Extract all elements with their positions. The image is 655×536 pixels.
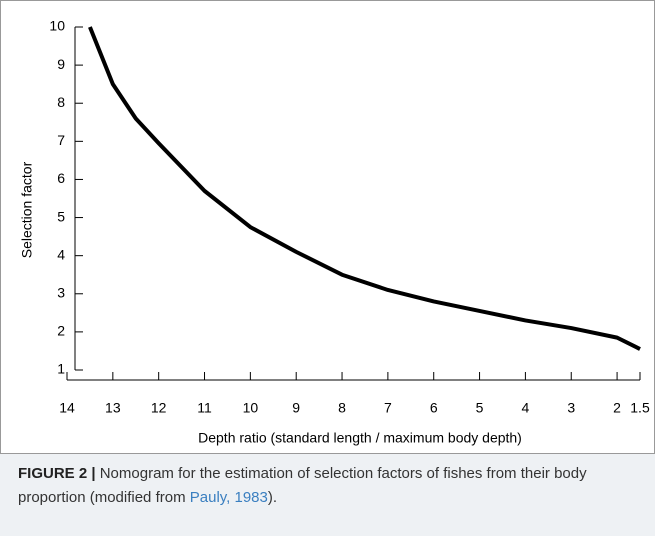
y-tick-label: 8 — [57, 94, 65, 110]
x-tick-label: 13 — [105, 400, 121, 416]
x-tick-label: 3 — [567, 400, 575, 416]
caption-label: FIGURE 2 | — [18, 465, 96, 482]
y-tick-label: 9 — [57, 56, 65, 72]
y-axis-label: Selection factor — [19, 161, 35, 258]
y-tick-label: 4 — [57, 246, 65, 262]
x-tick-label: 11 — [197, 400, 212, 416]
x-tick-label: 10 — [243, 400, 259, 416]
y-tick-label: 6 — [57, 170, 65, 186]
caption-end: ). — [267, 489, 278, 506]
y-tick-label: 3 — [57, 284, 65, 300]
x-tick-label: 8 — [338, 400, 346, 416]
x-tick-label: 14 — [59, 400, 75, 416]
caption-link[interactable]: Pauly, 1983 — [189, 489, 268, 506]
x-tick-label: 5 — [476, 400, 484, 416]
x-axis-label: Depth ratio (standard length / maximum b… — [198, 430, 522, 446]
caption: FIGURE 2 | Nomogram for the estimation o… — [18, 462, 643, 510]
x-tick-label: 7 — [384, 400, 392, 416]
curve — [88, 26, 641, 351]
x-tick-label: 4 — [522, 400, 530, 416]
chart: Selection factor Depth ratio (standard l… — [19, 18, 650, 446]
y-tick-label: 1 — [57, 361, 65, 377]
x-tick-label: 1.5 — [630, 400, 650, 416]
y-tick-label: 2 — [57, 323, 65, 339]
x-tick-label: 9 — [292, 400, 300, 416]
y-tick-label: 7 — [57, 132, 65, 148]
caption-text: Nomogram for the estimation of selection… — [18, 465, 587, 506]
x-tick-label: 2 — [613, 400, 621, 416]
x-tick-label: 12 — [151, 400, 167, 416]
y-tick-label: 10 — [49, 18, 65, 34]
x-tick-label: 6 — [430, 400, 438, 416]
y-tick-label: 5 — [57, 208, 65, 224]
